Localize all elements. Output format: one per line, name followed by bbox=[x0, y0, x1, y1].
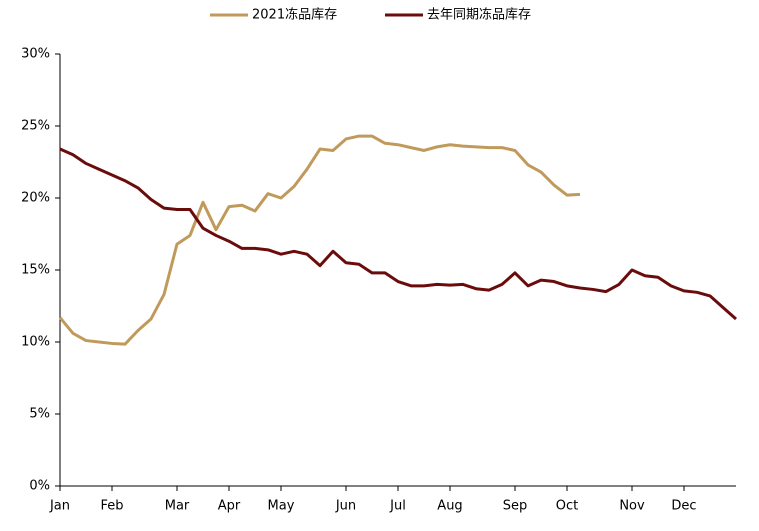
legend-label: 去年同期冻品库存 bbox=[427, 7, 531, 23]
y-tick-label: 15% bbox=[21, 263, 50, 278]
y-tick-label: 30% bbox=[21, 47, 50, 62]
x-tick-label: Aug bbox=[437, 499, 462, 514]
x-tick-label: Apr bbox=[218, 499, 241, 514]
x-tick-label: Feb bbox=[100, 499, 123, 514]
series-line bbox=[59, 147, 737, 321]
x-tick-label: Mar bbox=[165, 499, 190, 514]
y-tick-label: 25% bbox=[21, 119, 50, 134]
y-tick-label: 10% bbox=[21, 335, 50, 350]
y-tick-label: 20% bbox=[21, 191, 50, 206]
x-tick-label: Nov bbox=[619, 499, 645, 514]
y-tick-label: 0% bbox=[29, 479, 50, 494]
x-tick-label: Sep bbox=[503, 499, 528, 514]
legend-label: 2021冻品库存 bbox=[252, 7, 337, 23]
x-tick-label: Dec bbox=[671, 499, 696, 514]
x-tick-label: May bbox=[268, 499, 295, 514]
x-tick-label: Jun bbox=[335, 499, 356, 514]
series-line bbox=[58, 134, 581, 346]
x-tick-label: Jan bbox=[49, 499, 70, 514]
x-tick-label: Oct bbox=[556, 499, 578, 514]
x-tick-label: Jul bbox=[389, 499, 406, 514]
y-tick-label: 5% bbox=[29, 407, 50, 422]
